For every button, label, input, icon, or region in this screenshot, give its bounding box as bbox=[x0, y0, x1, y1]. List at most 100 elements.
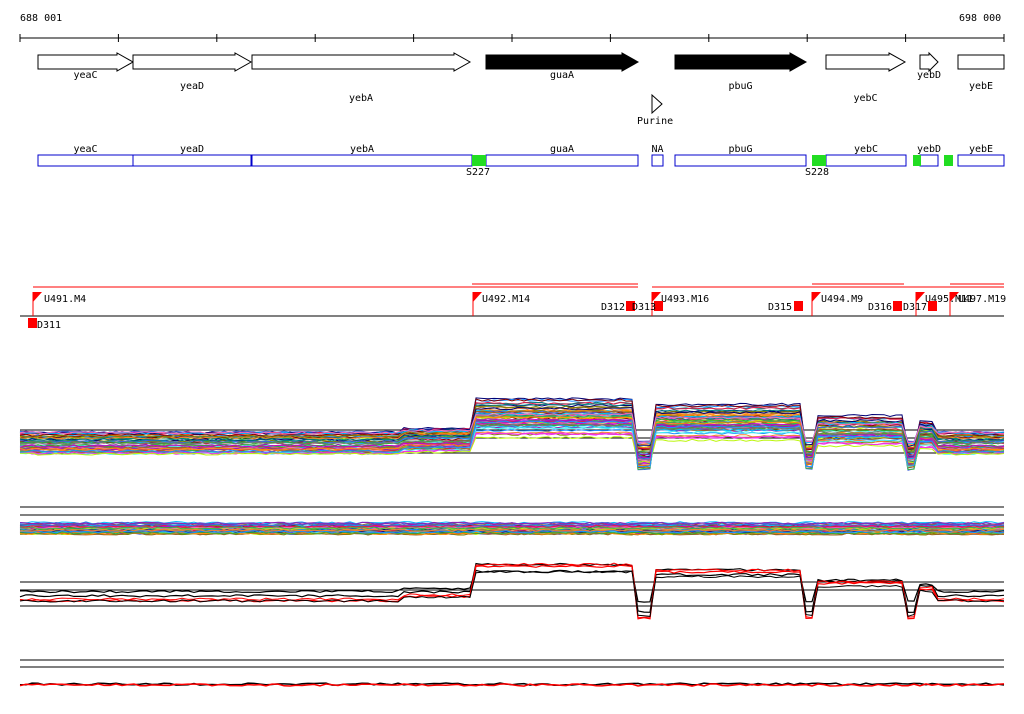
downshift-label: D317 bbox=[903, 302, 927, 313]
segment-label: pbuG bbox=[728, 144, 752, 155]
expression-profile-line bbox=[19, 521, 1005, 526]
downshift-label: D313 bbox=[632, 302, 656, 313]
segment-pbuG[interactable]: pbuG bbox=[674, 144, 807, 167]
segment-NA[interactable]: NA bbox=[651, 144, 664, 167]
segment-label: yebC bbox=[854, 144, 878, 155]
segment-box bbox=[251, 154, 473, 167]
expression-profile-line bbox=[19, 423, 1005, 455]
downshift-D311[interactable]: D311 bbox=[28, 318, 61, 331]
transcript-flag bbox=[812, 292, 821, 302]
downshift-D315[interactable]: D315 bbox=[768, 301, 803, 313]
segment-yebA[interactable]: yebA bbox=[251, 144, 473, 167]
expression-profile-line bbox=[19, 416, 1005, 467]
expression-profile-line bbox=[19, 530, 1005, 534]
downshift-D317[interactable]: D317 bbox=[903, 301, 937, 313]
gene-yebC[interactable]: yebC bbox=[825, 52, 907, 104]
expression-profile-line bbox=[19, 420, 1005, 468]
gene-label: yebE bbox=[969, 81, 993, 92]
gene-arrow bbox=[825, 52, 907, 72]
gene-label: yebC bbox=[853, 93, 877, 104]
expression-profiles-selected bbox=[19, 562, 1005, 620]
gene-arrow bbox=[485, 52, 640, 72]
purine-riboswitch[interactable]: Purine bbox=[637, 93, 673, 127]
expression-profile-line bbox=[19, 412, 1004, 445]
downshift-D316[interactable]: D316 bbox=[868, 301, 902, 313]
transcript-flag bbox=[473, 292, 482, 302]
downshift-D313[interactable]: D313 bbox=[632, 301, 663, 313]
downshift-marker bbox=[893, 301, 902, 311]
transcript-U495.M11[interactable]: U495.M11 bbox=[915, 292, 973, 316]
gene-guaA[interactable]: guaA bbox=[485, 52, 640, 81]
gene-arrow bbox=[37, 52, 135, 72]
transcript-flag bbox=[916, 292, 925, 302]
gene-label: yebD bbox=[917, 70, 941, 81]
segment-label: yebA bbox=[350, 144, 374, 155]
segment-yebC[interactable]: yebC bbox=[825, 144, 907, 167]
downshift-marker bbox=[928, 301, 937, 311]
gene-yebD[interactable]: yebD bbox=[917, 51, 941, 81]
segment-label: NA bbox=[651, 144, 663, 155]
gene-yebA[interactable]: yebA bbox=[251, 52, 472, 104]
segment-box bbox=[37, 154, 134, 167]
gene-arrow bbox=[957, 54, 1005, 70]
expression-profile-line bbox=[19, 562, 1005, 614]
gene-arrow bbox=[674, 52, 808, 72]
expression-profile-line bbox=[19, 562, 1005, 619]
gene-label: yeaC bbox=[73, 70, 97, 81]
expression-profile-line bbox=[19, 413, 1005, 444]
segment-yeaC[interactable]: yeaC bbox=[37, 144, 134, 167]
downshift-D312[interactable]: D312 bbox=[601, 301, 635, 313]
genome-ruler bbox=[19, 34, 1005, 42]
segment-yebE[interactable]: yebE bbox=[957, 144, 1005, 167]
site-label-S227: S227 bbox=[466, 167, 490, 178]
transcript-label: U497.M19 bbox=[958, 294, 1006, 305]
transcript-label: U493.M16 bbox=[661, 294, 709, 305]
segment-box bbox=[919, 154, 939, 167]
transcript-U491.M4[interactable]: U491.M4 bbox=[32, 292, 86, 316]
downshift-label: D315 bbox=[768, 302, 792, 313]
downshift-marker bbox=[794, 301, 803, 311]
segment-box bbox=[674, 154, 807, 167]
site-marker bbox=[913, 155, 921, 166]
site-marker bbox=[472, 155, 486, 166]
expression-profiles-all bbox=[19, 397, 1005, 471]
gene-pbuG[interactable]: pbuG bbox=[674, 52, 808, 92]
ruler-end-label: 698 000 bbox=[959, 13, 1002, 24]
gene-arrow bbox=[251, 52, 472, 72]
expression-profile-line bbox=[19, 528, 1005, 532]
transcript-label: U492.M14 bbox=[482, 294, 530, 305]
gene-yebE[interactable]: yebE bbox=[957, 54, 1005, 92]
transcript-U494.M9[interactable]: U494.M9 bbox=[811, 292, 863, 316]
segment-yeaD[interactable]: yeaD bbox=[132, 144, 252, 167]
downshift-marker bbox=[654, 301, 663, 311]
expression-profile-line bbox=[19, 410, 1005, 467]
segment-label: guaA bbox=[550, 144, 574, 155]
transcript-label: U491.M4 bbox=[44, 294, 86, 305]
gene-arrow bbox=[919, 51, 939, 73]
expression-profile-line bbox=[19, 526, 1005, 530]
transcript-U497.M19[interactable]: U497.M19 bbox=[949, 292, 1006, 316]
transcript-flag bbox=[33, 292, 42, 302]
segment-guaA[interactable]: guaA bbox=[485, 144, 639, 167]
site-label-S228: S228 bbox=[805, 167, 829, 178]
gene-label: yebA bbox=[349, 93, 373, 104]
gene-track: yeaC yeaD yebA guaA pbuG yebC yebD yebE bbox=[37, 51, 1005, 104]
gene-yeaC[interactable]: yeaC bbox=[37, 52, 135, 81]
segment-box bbox=[957, 154, 1005, 167]
expression-profiles-variable bbox=[19, 506, 1005, 536]
expression-profile-line bbox=[19, 564, 1005, 620]
segment-label: yeaD bbox=[180, 144, 204, 155]
expression-profiles-ratio bbox=[19, 659, 1005, 687]
transcript-flag bbox=[652, 292, 661, 302]
expression-profile-line bbox=[19, 432, 1005, 464]
downshift-label: D312 bbox=[601, 302, 625, 313]
expression-profile-line bbox=[19, 532, 1005, 536]
downshift-marker bbox=[626, 301, 635, 311]
transcript-flag bbox=[950, 292, 959, 302]
gene-yeaD[interactable]: yeaD bbox=[132, 52, 253, 92]
transcript-U493.M16[interactable]: U493.M16 bbox=[651, 292, 709, 316]
transcript-U492.M14[interactable]: U492.M14 bbox=[472, 292, 530, 316]
ruler-start-label: 688 001 bbox=[20, 13, 63, 24]
site-marker bbox=[812, 155, 826, 166]
